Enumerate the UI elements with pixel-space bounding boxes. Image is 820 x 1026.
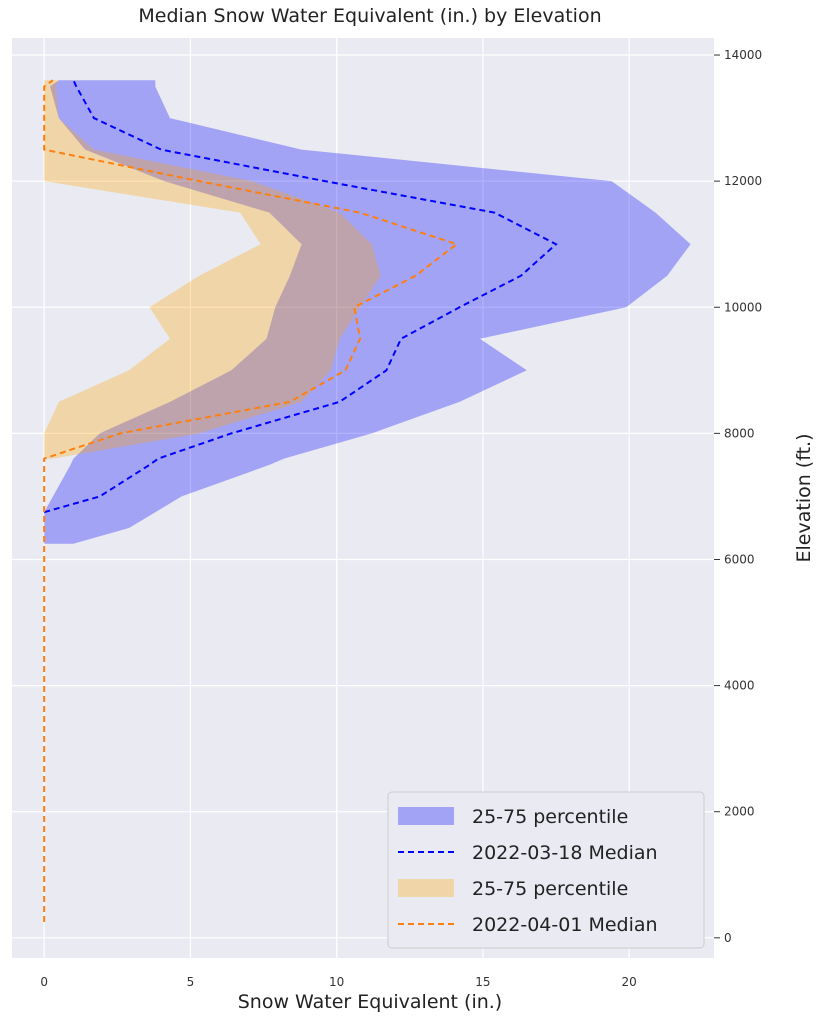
- x-tick-label: 5: [187, 975, 195, 989]
- legend-label: 2022-04-01 Median: [472, 914, 658, 936]
- legend-label: 2022-03-18 Median: [472, 842, 658, 864]
- legend-label: 25-75 percentile: [472, 878, 628, 900]
- legend-swatch: [398, 807, 454, 825]
- y-axis-label: Elevation (ft.): [793, 434, 815, 563]
- x-tick-label: 15: [475, 975, 490, 989]
- y-tick-label: 14000: [724, 48, 762, 62]
- y-tick-label: 2000: [724, 805, 755, 819]
- percentile-band: [44, 80, 691, 544]
- y-tick-label: 12000: [724, 174, 762, 188]
- percentile-band: [44, 80, 381, 459]
- x-tick-label: 0: [40, 975, 48, 989]
- chart-title: Median Snow Water Equivalent (in.) by El…: [138, 5, 601, 27]
- y-tick-label: 4000: [724, 679, 755, 693]
- legend-swatch: [398, 879, 454, 897]
- median-line: [43, 79, 459, 923]
- legend-label: 25-75 percentile: [472, 806, 628, 828]
- median-line: [43, 79, 558, 514]
- y-tick-label: 0: [724, 931, 732, 945]
- legend-box: [387, 791, 705, 949]
- x-tick-label: 10: [329, 975, 344, 989]
- x-tick-label: 20: [622, 975, 637, 989]
- y-tick-label: 10000: [724, 300, 762, 314]
- y-tick-label: 8000: [724, 426, 755, 440]
- y-tick-label: 6000: [724, 552, 755, 566]
- x-axis-label: Snow Water Equivalent (in.): [238, 991, 502, 1013]
